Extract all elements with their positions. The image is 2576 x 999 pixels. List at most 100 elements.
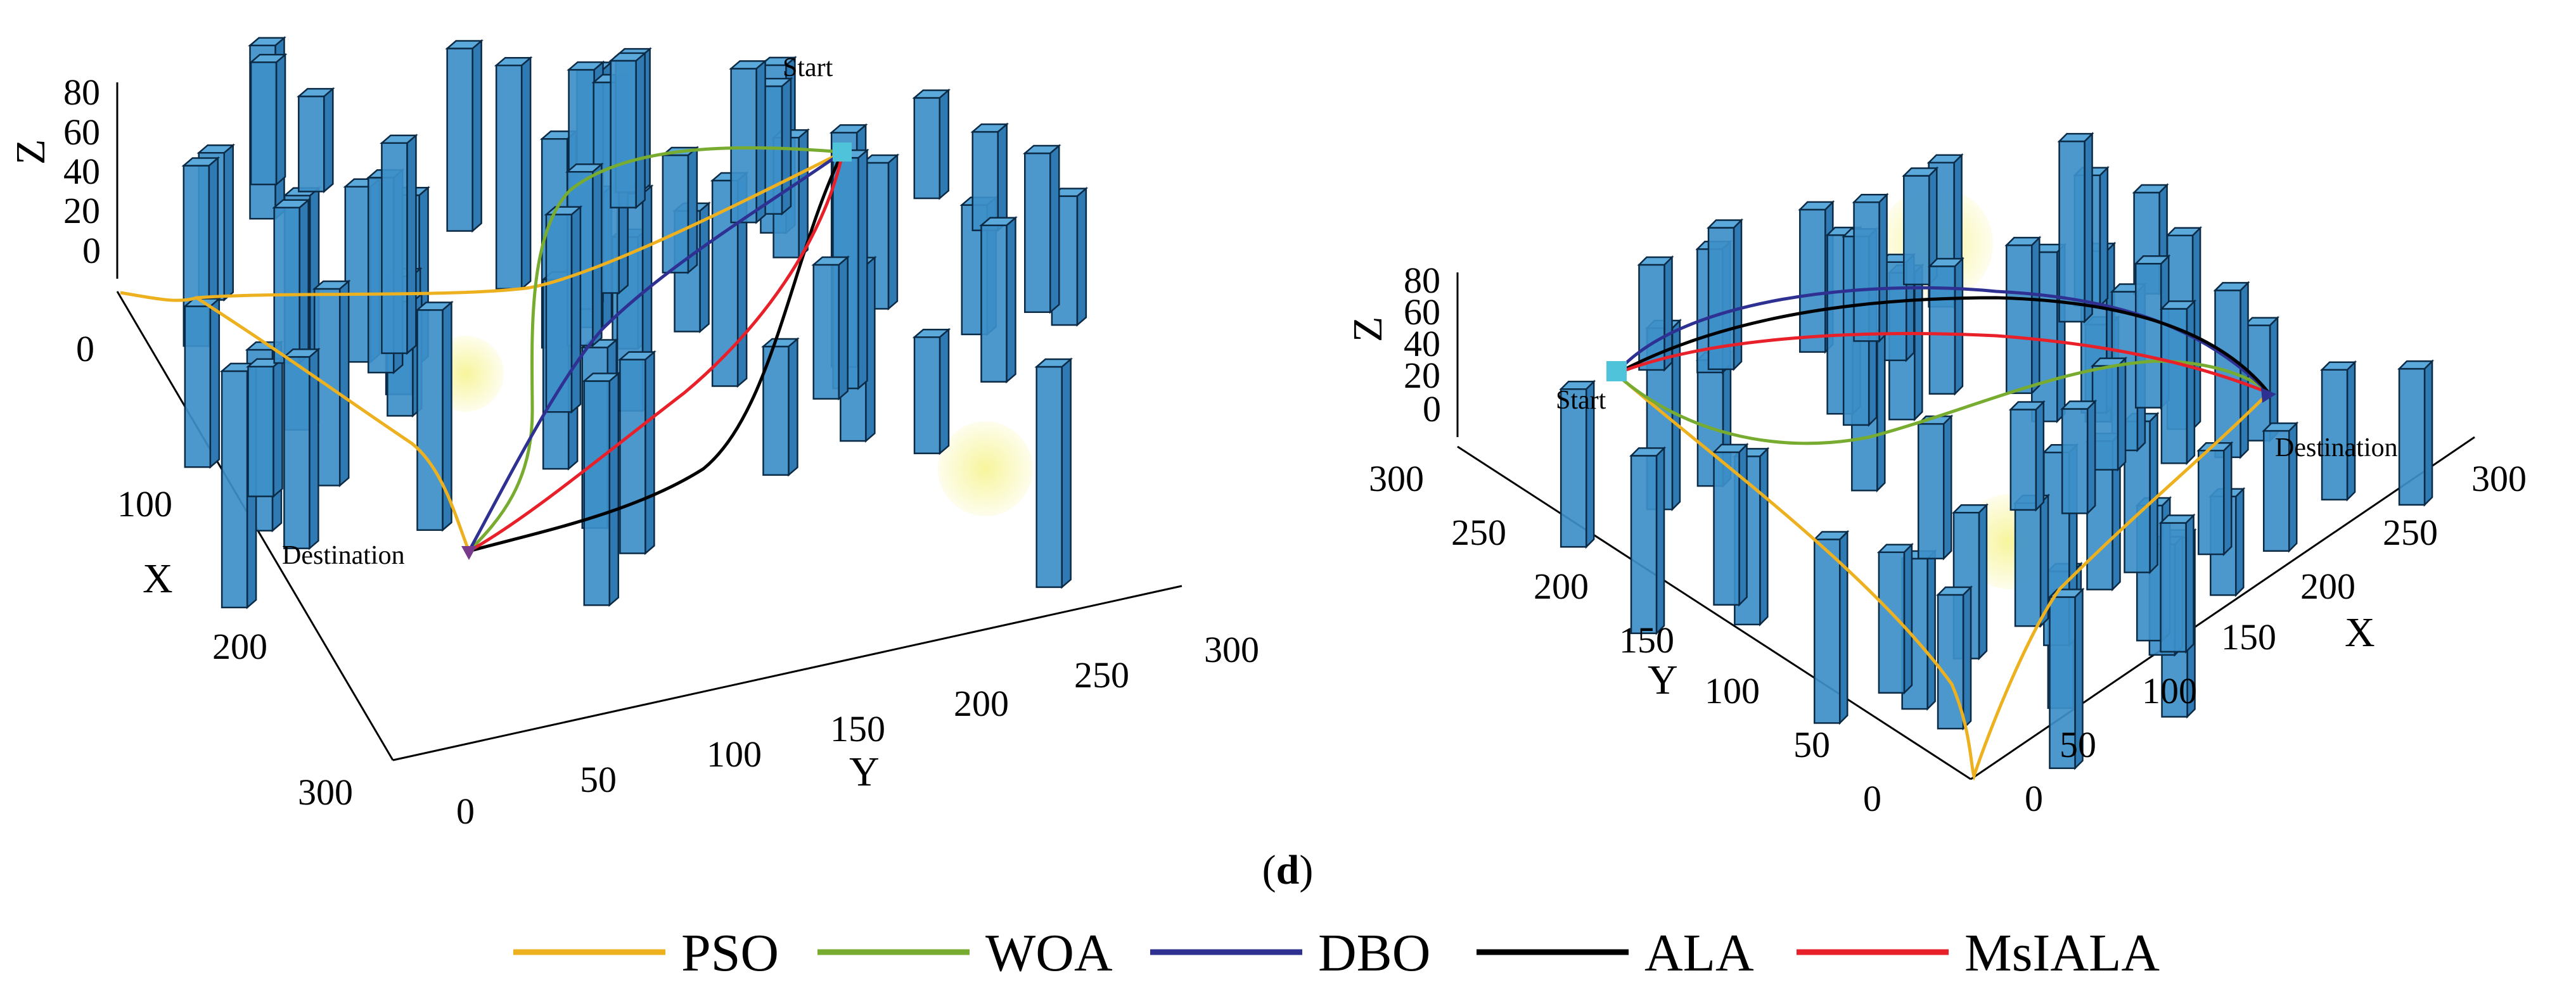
left-path-msiala (468, 151, 845, 553)
tick-label: 50 (2060, 724, 2096, 765)
obstacle-pillar (608, 51, 648, 210)
legend-label-woa: WOA (985, 924, 1113, 983)
left-x-ticks: 0 100 200 300 (76, 328, 353, 813)
tick-label: 60 (1404, 291, 1440, 333)
obstacle-pillar (2397, 359, 2435, 507)
legend-label-ala: ALA (1644, 924, 1754, 983)
obstacle-pillar (912, 328, 951, 455)
left-start-marker (833, 143, 852, 162)
threat-zone (938, 421, 1033, 516)
right-x-ticks: 0 50 100 150 200 250 300 (2025, 458, 2527, 819)
tick-label: 300 (1204, 629, 1259, 670)
right-y-ticks: 0 50 100 150 200 250 300 (1369, 458, 1881, 819)
obstacle-pillar (617, 350, 657, 556)
right-paths (1615, 286, 2270, 781)
tick-label: 0 (2025, 778, 2043, 819)
obstacle-pillar (1936, 585, 1973, 731)
obstacle-pillar (2262, 421, 2299, 553)
left-z-label: Z (8, 139, 54, 165)
obstacle-pillar (761, 337, 800, 477)
right-path-msiala (1615, 332, 2269, 395)
right-panel: Start Destination 80 60 40 20 0 Z 0 50 1… (1345, 132, 2527, 819)
tick-label: 80 (1404, 260, 1440, 301)
legend-label-dbo: DBO (1318, 924, 1430, 983)
tick-label: 60 (63, 111, 100, 153)
right-path-ala (1615, 296, 2270, 394)
obstacle-pillar (1022, 144, 1061, 314)
obstacle-pillar (272, 198, 311, 365)
tick-label: 300 (1369, 458, 1424, 499)
right-z-ticks: 80 60 40 20 0 (1404, 260, 1441, 430)
obstacle-pillar (1629, 446, 1667, 635)
obstacle-pillar (2057, 132, 2094, 324)
left-x-label: X (143, 556, 173, 602)
tick-label: 100 (117, 483, 172, 525)
tick-label: 150 (2221, 616, 2276, 658)
left-destination-label: Destination (282, 541, 405, 570)
right-z-label: Z (1345, 317, 1391, 342)
tick-label: 80 (63, 72, 100, 113)
left-y-ticks: 0 50 100 150 200 250 300 (456, 629, 1259, 832)
tick-label: 20 (63, 190, 100, 231)
obstacle-pillar (2004, 236, 2042, 395)
right-x-label: X (2345, 609, 2375, 656)
tick-label: 200 (1534, 566, 1589, 607)
tick-label: 50 (1793, 724, 1830, 765)
left-panel: Start Destination 80 60 40 20 0 Z 0 100 … (8, 36, 1259, 832)
tick-label: 300 (298, 772, 353, 813)
tick-label: 100 (1705, 670, 1760, 711)
legend: PSO WOA DBO ALA MsIALA (513, 924, 2160, 983)
obstacle-pillar (1637, 255, 1674, 372)
obstacle-pillar (660, 146, 700, 275)
obstacle-pillar (2013, 493, 2051, 628)
right-start-label: Start (1556, 386, 1606, 415)
left-paths (120, 146, 845, 553)
legend-label-pso: PSO (681, 924, 779, 983)
tick-label: 40 (63, 151, 100, 192)
obstacle-pillar (582, 371, 621, 608)
tick-label: 40 (1404, 323, 1440, 364)
obstacle-pillar (1916, 414, 1954, 561)
right-obstacles (1559, 132, 2435, 770)
obstacle-pillar (183, 296, 222, 469)
obstacle-pillar (544, 205, 583, 414)
obstacle-pillar (248, 53, 288, 186)
left-path-pso (120, 150, 844, 552)
obstacle-pillar (2158, 513, 2196, 654)
tick-label: 250 (2383, 512, 2438, 553)
obstacle-pillar (415, 300, 454, 532)
right-path-woa (1615, 359, 2270, 445)
left-obstacles (181, 36, 1089, 609)
obstacle-pillar (246, 357, 285, 499)
obstacle-pillar (811, 255, 850, 401)
tick-label: 0 (1423, 388, 1441, 430)
obstacle-pillar (979, 216, 1018, 384)
tick-label: 0 (1863, 778, 1881, 819)
obstacle-pillar (1559, 379, 1596, 549)
obstacle-pillar (296, 87, 335, 194)
tick-label: 300 (2471, 458, 2527, 499)
obstacle-pillar (2196, 441, 2234, 557)
left-start-label: Start (783, 53, 833, 82)
right-path-pso (1615, 372, 2270, 781)
obstacle-pillar (1712, 442, 1749, 607)
obstacle-pillar (2091, 356, 2128, 472)
tick-label: 250 (1074, 654, 1129, 696)
obstacle-pillar (2159, 299, 2196, 466)
right-start-marker (1606, 361, 1627, 381)
tick-label: 200 (2300, 566, 2355, 607)
obstacle-pillar (2008, 400, 2046, 512)
tick-label: 50 (580, 759, 617, 800)
figure-caption: (d) (1262, 847, 1314, 893)
right-y-label: Y (1648, 657, 1678, 703)
obstacle-pillar (1927, 257, 1964, 396)
right-dest-marker (2261, 388, 2276, 403)
tick-label: 100 (707, 734, 762, 775)
obstacle-pillar (1876, 542, 1914, 695)
tick-label: 150 (1619, 620, 1674, 661)
obstacle-pillar (2320, 360, 2357, 502)
tick-label: 100 (2142, 670, 2197, 711)
tick-label: 200 (954, 683, 1009, 724)
left-z-ticks: 80 60 40 20 0 (63, 72, 101, 271)
obstacle-pillar (1902, 166, 1939, 287)
